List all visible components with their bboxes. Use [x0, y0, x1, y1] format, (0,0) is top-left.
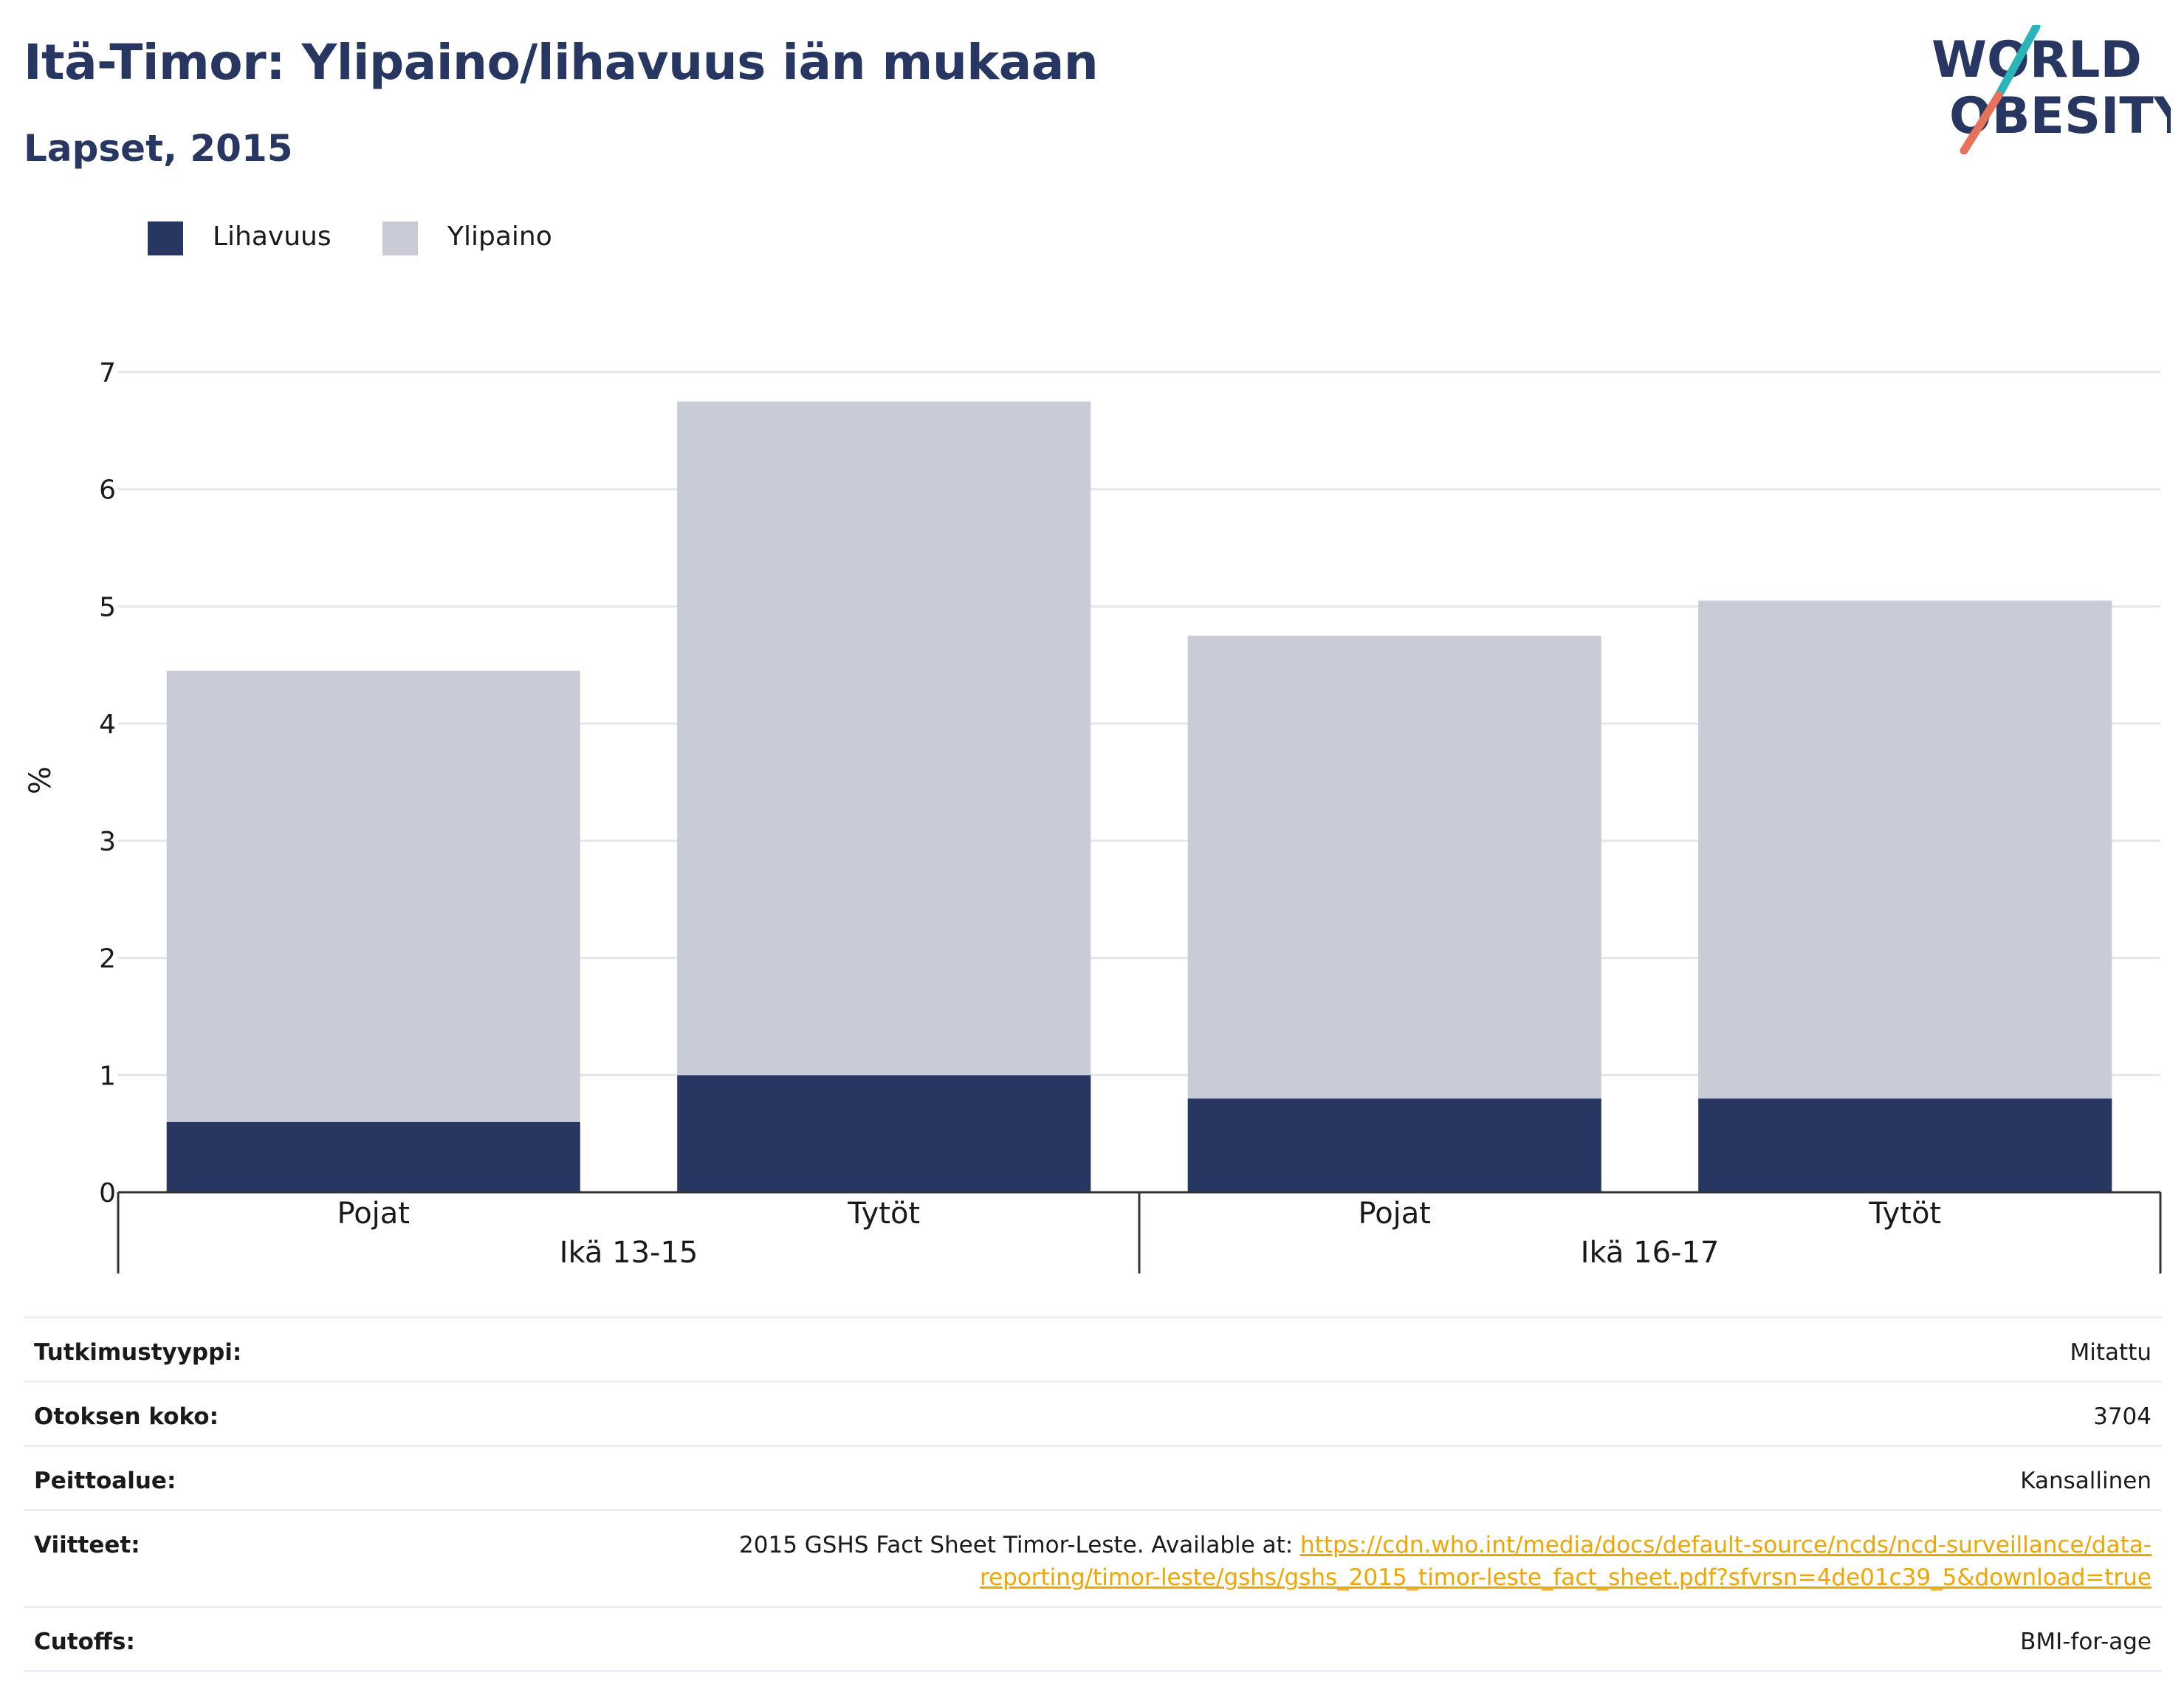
- reference-link-line2: reporting/timor-leste/gshs/gshs_2015_tim…: [980, 1564, 2152, 1591]
- references-value: 2015 GSHS Fact Sheet Timor-Leste. Availa…: [317, 1509, 2162, 1607]
- chart-title: Itä-Timor: Ylipaino/lihavuus iän mukaan: [24, 34, 1099, 91]
- info-row-references: Viitteet: 2015 GSHS Fact Sheet Timor-Les…: [24, 1509, 2162, 1607]
- bar-ylipaino-3: [1187, 636, 1601, 1099]
- y-axis-label: %: [24, 766, 58, 794]
- y-tick-label: 2: [99, 944, 116, 974]
- y-tick-label: 1: [99, 1061, 116, 1091]
- info-row-cutoffs: Cutoffs: BMI-for-age: [24, 1606, 2162, 1672]
- x-tick-label: Pojat: [337, 1197, 410, 1231]
- info-row-coverage: Peittoalue: Kansallinen: [24, 1445, 2162, 1510]
- legend-swatch-lihavuus: [148, 221, 183, 255]
- references-label: Viitteet:: [24, 1509, 318, 1607]
- group-label: Ikä 13-15: [560, 1236, 698, 1270]
- bar-lihavuus-2: [677, 1075, 1091, 1192]
- y-tick-label: 5: [99, 592, 116, 622]
- x-tick-label: Tytöt: [847, 1197, 920, 1231]
- info-table: Tutkimustyyppi: Mitattu Otoksen koko: 37…: [24, 1316, 2162, 1672]
- cutoffs-value: BMI-for-age: [317, 1606, 2162, 1672]
- references-text: 2015 GSHS Fact Sheet Timor-Leste. Availa…: [739, 1532, 1301, 1558]
- x-tick-label: Pojat: [1359, 1197, 1431, 1231]
- x-tick-label: Tytöt: [1868, 1197, 1941, 1231]
- reference-link-line1: https://cdn.who.int/media/docs/default-s…: [1300, 1532, 2152, 1558]
- info-row-sample-size: Otoksen koko: 3704: [24, 1381, 2162, 1446]
- legend-label-lihavuus: Lihavuus: [213, 221, 332, 252]
- sample-size-label: Otoksen koko:: [24, 1381, 318, 1446]
- legend-label-ylipaino: Ylipaino: [447, 221, 552, 252]
- sample-size-value: 3704: [317, 1381, 2162, 1446]
- bar-lihavuus-4: [1698, 1099, 2112, 1192]
- chart-subtitle: Lapset, 2015: [24, 127, 293, 170]
- bar-ylipaino-4: [1698, 600, 2112, 1099]
- stacked-bar-chart: 0 1 2 3 4 5 6 7% Pojat Tytöt Pojat Tytöt Ikä 13-15 Ik…: [24, 358, 2162, 1273]
- cutoffs-label: Cutoffs:: [24, 1606, 318, 1672]
- study-type-value: Mitattu: [317, 1316, 2162, 1382]
- coverage-value: Kansallinen: [317, 1445, 2162, 1510]
- bar-lihavuus-1: [166, 1121, 580, 1192]
- y-tick-label: 3: [99, 827, 116, 857]
- world-obesity-logo: WORLD OBESITY: [1931, 25, 2171, 154]
- logo-teal-slash: [1994, 25, 2041, 100]
- logo-line1: WORLD: [1931, 31, 2142, 89]
- reference-link[interactable]: https://cdn.who.int/media/docs/default-s…: [980, 1532, 2152, 1591]
- legend-swatch-ylipaino: [382, 221, 418, 255]
- study-type-label: Tutkimustyyppi:: [24, 1316, 318, 1382]
- y-tick-label: 7: [99, 358, 116, 388]
- y-tick-label: 4: [99, 709, 116, 740]
- bar-lihavuus-3: [1187, 1099, 1601, 1192]
- y-tick-label: 0: [99, 1178, 116, 1208]
- info-row-study-type: Tutkimustyyppi: Mitattu: [24, 1316, 2162, 1382]
- coverage-label: Peittoalue:: [24, 1445, 318, 1510]
- logo-coral-slash: [1960, 91, 2003, 154]
- group-label: Ikä 16-17: [1581, 1236, 1720, 1270]
- bar-ylipaino-2: [677, 401, 1091, 1076]
- bar-ylipaino-1: [166, 670, 580, 1122]
- y-tick-label: 6: [99, 475, 116, 506]
